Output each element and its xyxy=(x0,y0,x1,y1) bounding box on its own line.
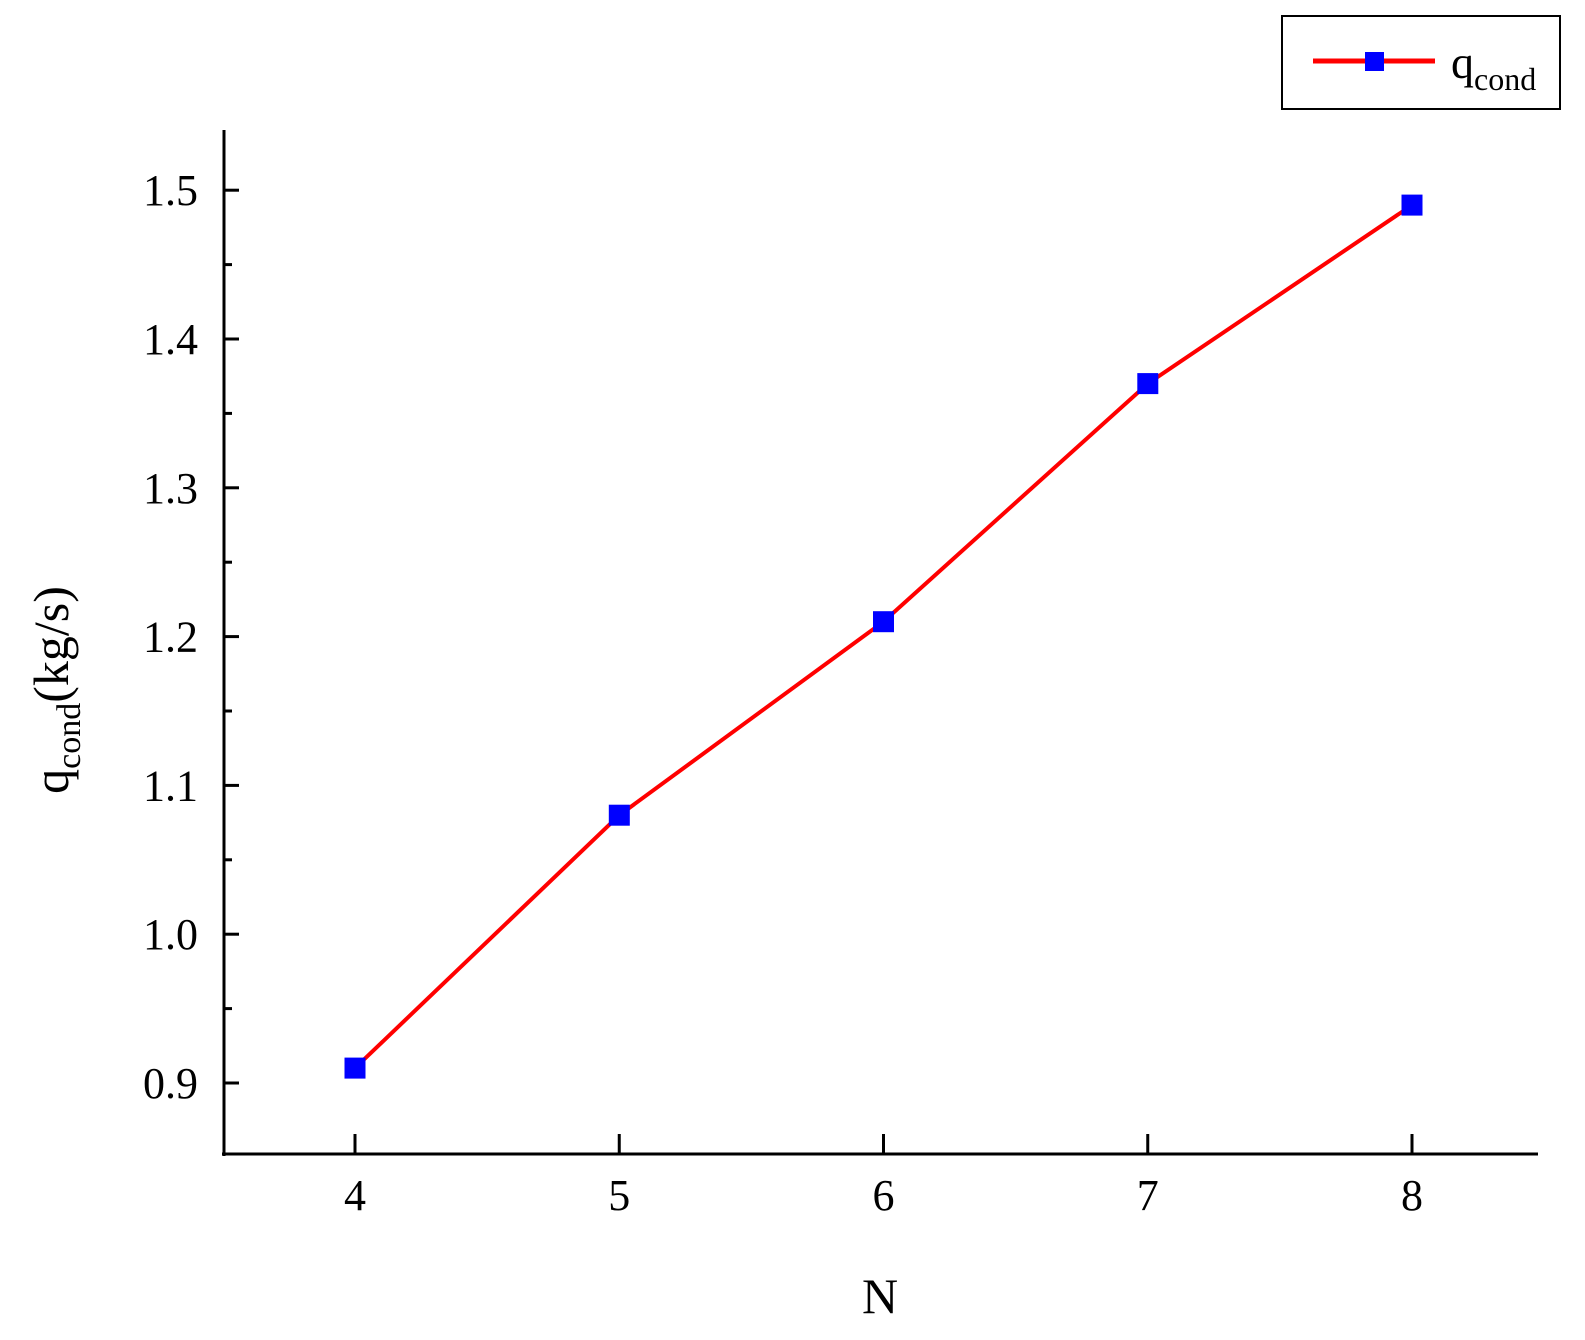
x-tick-label: 5 xyxy=(608,1171,630,1220)
y-tick-label: 0.9 xyxy=(143,1059,198,1108)
x-tick-label: 4 xyxy=(344,1171,366,1220)
data-point-marker xyxy=(344,1057,366,1079)
data-point-marker xyxy=(608,804,630,826)
data-point-marker xyxy=(1137,373,1159,395)
legend-label-sub: cond xyxy=(1474,61,1536,97)
y-axis-title: qcond(kg/s) xyxy=(23,586,88,794)
legend-label: qcond xyxy=(1451,37,1536,97)
y-tick-label: 1.1 xyxy=(143,761,198,810)
y-tick-label: 1.4 xyxy=(143,315,198,364)
legend: qcond xyxy=(1281,15,1561,110)
x-tick-label: 8 xyxy=(1401,1171,1423,1220)
series-line xyxy=(353,203,1414,1070)
legend-label-main: q xyxy=(1451,37,1474,88)
y-tick-label: 1.3 xyxy=(143,464,198,513)
x-axis-title: N xyxy=(862,1268,898,1324)
x-tick-label: 7 xyxy=(1137,1171,1159,1220)
y-tick-label: 1.0 xyxy=(143,910,198,959)
x-tick-label: 6 xyxy=(873,1171,895,1220)
x-ticks: 4 5 6 7 8 xyxy=(344,1134,1423,1220)
legend-marker-swatch xyxy=(1365,52,1384,71)
data-point-marker xyxy=(873,611,894,633)
y-axis-title-unit: (kg/s) xyxy=(23,586,79,703)
series xyxy=(344,194,1423,1079)
y-tick-label: 1.5 xyxy=(143,166,198,215)
y-axis-title-sub: cond xyxy=(51,703,88,769)
data-point-marker xyxy=(1401,194,1423,216)
y-axis-title-main: q xyxy=(23,769,79,794)
y-ticks: 0.9 1.0 1.1 1.2 1.3 1.4 1.5 xyxy=(143,166,239,1108)
y-tick-label: 1.2 xyxy=(143,613,198,662)
